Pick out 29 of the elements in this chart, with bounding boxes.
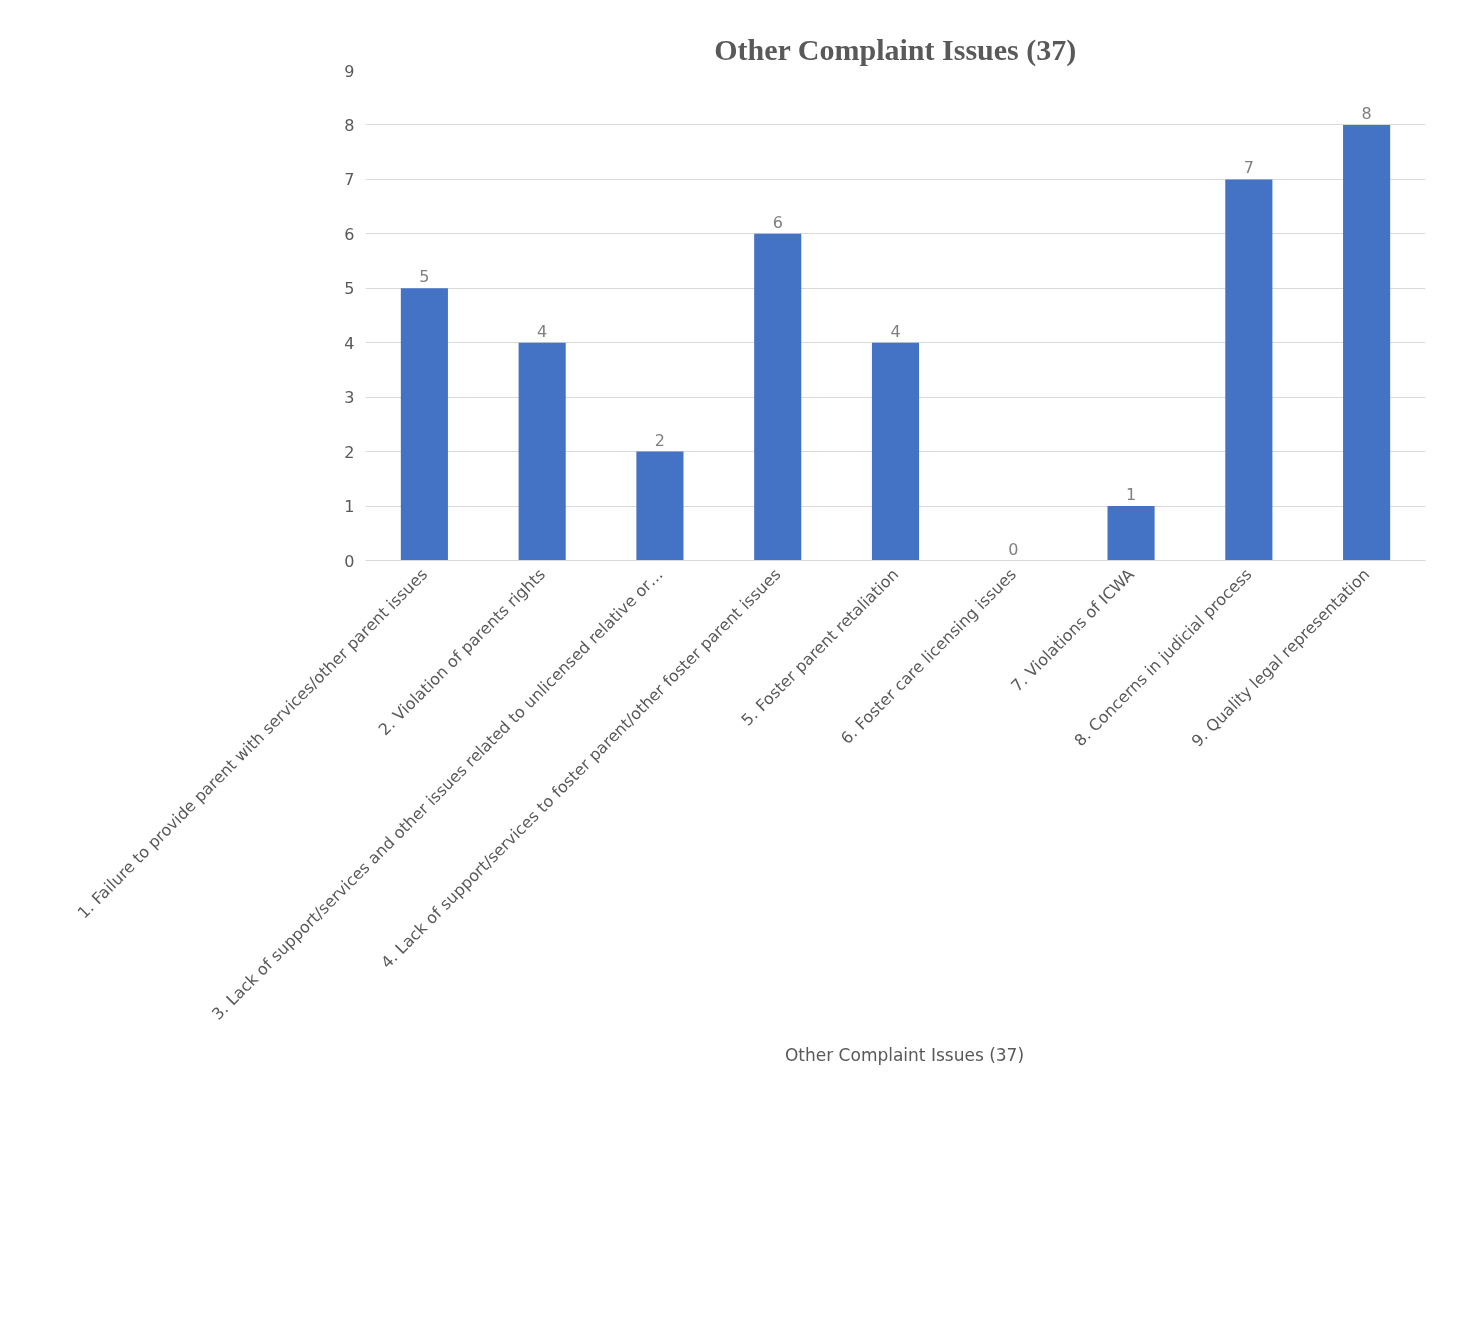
y-tick-label: 8 [344,115,355,135]
data-label: 2 [654,430,666,450]
bar [1343,124,1391,561]
bar [400,288,448,561]
bar [636,451,684,561]
data-label: 8 [1361,103,1372,123]
data-label: 0 [1008,539,1019,559]
bar [1225,179,1273,561]
y-tick-label: 2 [344,442,355,462]
bar [871,342,920,561]
y-tick-label: 0 [344,551,355,571]
data-label: 7 [1243,158,1254,178]
bar [518,342,566,561]
data-label: 1 [1125,485,1137,505]
data-label: 6 [772,212,783,232]
text: Other Complaint Issues (37) [784,1045,1025,1065]
y-tick-label: 3 [344,388,355,408]
y-tick-label: 6 [344,224,355,244]
data-label: 4 [537,321,548,341]
y-tick-label: 1 [344,497,355,517]
bar [754,233,802,561]
bar [1107,506,1155,561]
y-tick-label: 7 [344,170,355,190]
data-label: 4 [890,321,901,341]
data-label: 5 [419,267,430,287]
y-tick-label: 9 [344,61,355,81]
y-tick-label: 4 [344,333,355,353]
chart-title: Other Complaint Issues (37) [714,32,1077,67]
y-tick-label: 5 [344,279,355,299]
